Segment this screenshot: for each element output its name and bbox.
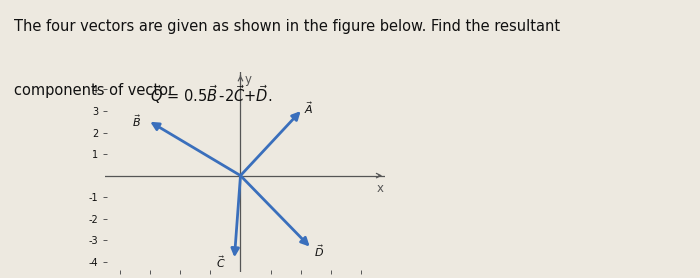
Text: components of vector: components of vector [14, 83, 178, 98]
Text: $\vec{C}$: $\vec{C}$ [216, 254, 226, 270]
Text: y: y [245, 73, 252, 86]
Text: $\vec{Q}$ = 0.5$\vec{B}\,$-2$\vec{C}$+$\vec{D}$.: $\vec{Q}$ = 0.5$\vec{B}\,$-2$\vec{C}$+$\… [150, 83, 273, 106]
Text: $\vec{B}$: $\vec{B}$ [132, 113, 141, 128]
Text: $\vec{D}$: $\vec{D}$ [314, 244, 324, 259]
Text: $\vec{A}$: $\vec{A}$ [304, 101, 314, 116]
Text: The four vectors are given as shown in the figure below. Find the resultant: The four vectors are given as shown in t… [14, 19, 560, 34]
Text: x: x [377, 182, 384, 195]
